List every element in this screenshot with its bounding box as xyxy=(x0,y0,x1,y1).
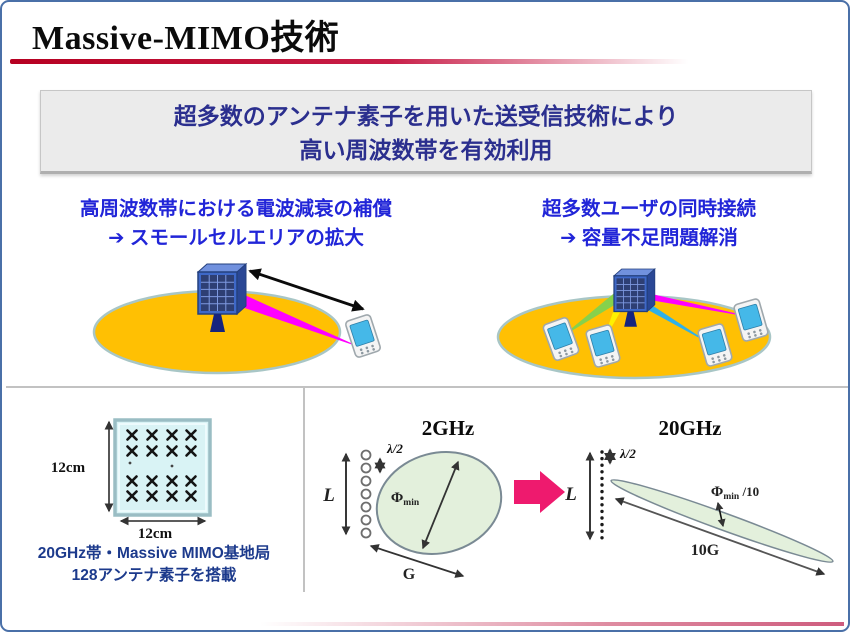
right-arrow-icon: ➔ xyxy=(560,227,577,249)
dense-antenna-column-icon xyxy=(600,450,604,540)
feature-left-line2-text: スモールセルエリアの拡大 xyxy=(129,227,364,249)
feature-right: 超多数ユーザの同時接続 ➔ 容量不足問題解消 xyxy=(453,195,845,253)
beam-20ghz-title: 20GHz xyxy=(659,416,722,440)
phone-icon xyxy=(343,313,383,359)
gain-arrow xyxy=(369,544,465,578)
feature-left-line1: 高周波数帯における電波減衰の補償 xyxy=(79,198,392,220)
antenna-column-icon xyxy=(360,449,372,539)
aperture-label: L xyxy=(564,484,577,505)
caption-line2: 128アンテナ素子を搭載 xyxy=(71,567,237,584)
summary-line-1: 超多数のアンテナ素子を用いた送受信技術により xyxy=(173,103,679,129)
feature-right-line2-text: 容量不足問題解消 xyxy=(581,227,738,249)
aperture-label: L xyxy=(322,485,335,506)
magenta-beam xyxy=(626,289,756,318)
summary-box: 超多数のアンテナ素子を用いた送受信技術により 高い周波数帯を有効利用 xyxy=(40,90,812,174)
element-spacing-label: λ/2 xyxy=(619,446,636,461)
beam-20ghz-diagram: 20GHz L λ/2 Φmin /10 10G xyxy=(564,416,834,576)
green-beam xyxy=(560,290,626,338)
link-double-arrow xyxy=(248,268,365,312)
beam-2ghz-title: 2GHz xyxy=(422,416,475,440)
feature-left: 高周波数帯における電波減衰の補償 ➔ スモールセルエリアの拡大 xyxy=(26,195,446,253)
feature-left-line2: ➔ スモールセルエリアの拡大 xyxy=(26,224,446,253)
antenna-element-marks xyxy=(126,429,197,502)
transition-arrow-icon xyxy=(514,471,565,513)
small-cell-diagram xyxy=(92,263,383,375)
element-spacing-label: λ/2 xyxy=(386,441,403,456)
slide-title: Massive-MIMO技術 xyxy=(32,20,340,57)
beamwidth-arrow xyxy=(421,460,460,550)
antenna-array-inner-edge xyxy=(118,423,207,512)
gain-label: G xyxy=(403,566,416,583)
summary-line-2: 高い周波数帯を有効利用 xyxy=(299,137,553,163)
beamwidth-label: Φmin xyxy=(391,490,420,508)
caption-line1: 20GHz帯・Massive MIMO基地局 xyxy=(37,545,271,562)
title-underline-rule xyxy=(10,59,702,64)
gain-arrow xyxy=(614,497,826,576)
gain-label: 10G xyxy=(691,542,720,559)
antenna-array-panel: 12cm 12cm xyxy=(51,418,212,542)
right-arrow-icon: ➔ xyxy=(108,227,125,249)
beam-2ghz-diagram: 2GHz L λ/2 Φmin G xyxy=(322,416,503,583)
width-dimension-label: 12cm xyxy=(138,526,173,542)
height-dimension-label: 12cm xyxy=(51,460,86,476)
beam-pattern-ellipse xyxy=(375,451,503,555)
feature-right-line1: 超多数ユーザの同時接続 xyxy=(541,198,757,220)
array-panel-caption: 20GHz帯・Massive MIMO基地局 128アンテナ素子を搭載 xyxy=(10,543,298,587)
beamwidth-label: Φmin /10 xyxy=(711,484,759,502)
bottom-accent-rule xyxy=(260,622,844,626)
multi-user-diagram xyxy=(496,268,772,380)
feature-right-line2: ➔ 容量不足問題解消 xyxy=(453,224,845,253)
